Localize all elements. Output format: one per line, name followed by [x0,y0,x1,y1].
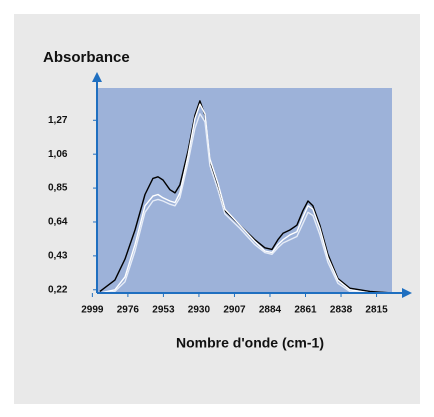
y-tick-label: 0,64 [48,217,68,228]
y-tick-label: 0,85 [48,183,68,194]
x-tick-label: 2930 [188,305,211,316]
x-tick-label: 2953 [152,305,175,316]
y-tick-label: 0,22 [48,284,68,295]
x-tick-label: 2999 [81,305,104,316]
x-tick-label: 2907 [223,305,246,316]
x-tick-label: 2815 [365,305,388,316]
x-axis-arrow [402,288,412,298]
x-tick-label: 2976 [117,305,140,316]
x-tick-label: 2838 [330,305,353,316]
y-tick-label: 1,06 [48,149,68,160]
x-tick-label: 2884 [259,305,282,316]
spectrum-line [99,100,393,294]
spectrum-line [99,113,392,294]
y-tick-label: 1,27 [48,115,68,126]
spectrum-line [99,103,392,294]
x-axis-label: Nombre d'onde (cm-1) [176,335,324,351]
plot-area [97,88,392,293]
y-axis-arrow [92,72,102,82]
x-tick-label: 2861 [294,305,317,316]
y-tick-label: 0,43 [48,251,68,262]
y-axis-label: Absorbance [43,49,130,66]
